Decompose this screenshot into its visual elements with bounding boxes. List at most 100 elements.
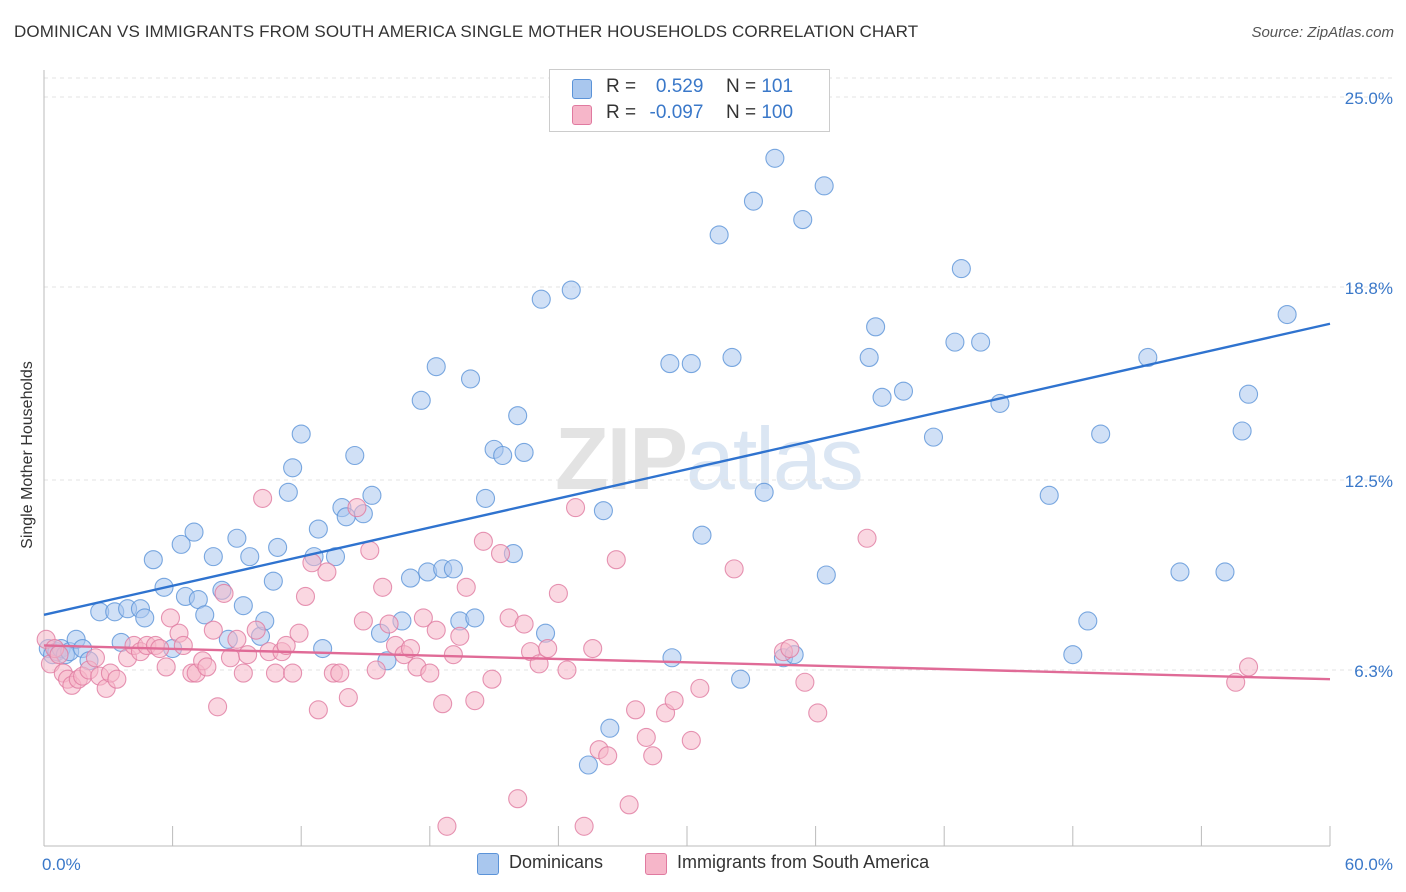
point-immigrants [85, 648, 105, 668]
point-immigrants [246, 620, 266, 640]
point-dominicans [493, 445, 513, 466]
point-dominicans [508, 406, 528, 426]
point-immigrants [465, 691, 485, 711]
point-dominicans [313, 639, 333, 659]
point-dominicans [263, 571, 283, 591]
legend-n-value: 100 [761, 102, 794, 123]
point-dominicans [283, 458, 303, 478]
point-dominicans [362, 485, 382, 505]
point-dominicans [866, 317, 886, 337]
bottom-legend-swatch [645, 853, 667, 875]
point-immigrants [173, 635, 193, 656]
point-dominicans [945, 332, 965, 352]
point-dominicans [195, 605, 215, 625]
point-immigrants [606, 550, 626, 570]
point-dominicans [135, 608, 155, 628]
point-immigrants [619, 795, 639, 815]
point-dominicans [278, 482, 298, 502]
point-dominicans [531, 289, 551, 309]
point-immigrants [795, 672, 815, 692]
point-immigrants [426, 620, 446, 640]
point-immigrants [557, 660, 577, 680]
trend-lines [43, 322, 1331, 681]
point-immigrants [203, 620, 223, 640]
point-dominicans [731, 669, 751, 689]
point-dominicans [561, 280, 581, 300]
x-tick-label: 60.0% [1345, 855, 1393, 874]
point-immigrants [565, 498, 586, 518]
point-dominicans [681, 354, 701, 374]
point-dominicans [291, 424, 311, 444]
point-dominicans [709, 225, 729, 245]
point-dominicans [743, 191, 763, 211]
point-dominicans [893, 381, 914, 401]
point-immigrants [379, 614, 399, 634]
point-dominicans [1039, 485, 1059, 505]
point-immigrants [437, 816, 457, 836]
x-tick-label: 0.0% [42, 855, 81, 874]
point-immigrants [681, 730, 701, 751]
point-dominicans [662, 648, 682, 668]
point-immigrants [330, 663, 350, 683]
point-dominicans [465, 608, 485, 628]
grid-lines [44, 77, 1394, 671]
y-tick-label: 6.3% [1354, 662, 1393, 681]
bottom-legend-swatch [477, 853, 499, 875]
point-dominicans [578, 755, 598, 775]
axes [43, 70, 1331, 847]
point-immigrants [317, 562, 337, 582]
legend-swatch-dominicans [572, 79, 592, 99]
point-immigrants [690, 678, 710, 698]
point-immigrants [508, 789, 528, 809]
tick-labels: 6.3% 12.5% 18.8% 25.0% 0.0% 60.0% [42, 89, 1393, 874]
point-dominicans [268, 537, 288, 557]
point-immigrants [347, 498, 367, 518]
point-dominicans [971, 332, 991, 352]
point-immigrants [413, 608, 433, 628]
point-immigrants [295, 586, 316, 607]
point-immigrants [808, 703, 828, 723]
point-immigrants [780, 639, 800, 659]
point-dominicans [308, 519, 328, 539]
point-dominicans [816, 565, 836, 585]
point-immigrants [490, 544, 511, 564]
point-immigrants [538, 639, 558, 659]
point-immigrants [233, 663, 253, 683]
legend-r-value: 0.529 [655, 76, 704, 97]
point-dominicans [660, 354, 680, 374]
point-immigrants [473, 531, 493, 551]
point-immigrants [214, 583, 234, 603]
point-immigrants [1239, 657, 1259, 677]
point-dominicans [143, 550, 163, 570]
point-dominicans [600, 718, 620, 738]
point-dominicans [475, 488, 496, 508]
point-immigrants [548, 583, 568, 603]
point-immigrants [373, 577, 393, 597]
y-tick-label: 25.0% [1345, 89, 1393, 108]
point-immigrants [583, 639, 603, 659]
point-immigrants [156, 657, 176, 677]
point-dominicans [426, 357, 446, 377]
point-dominicans [1078, 611, 1098, 631]
legend-swatch-immigrants [572, 105, 592, 125]
point-dominicans [345, 445, 365, 466]
point-immigrants [433, 694, 453, 714]
point-dominicans [227, 528, 247, 548]
point-immigrants [574, 816, 594, 836]
point-immigrants [482, 669, 502, 689]
watermark-zip: ZIP [555, 409, 688, 508]
point-immigrants [49, 645, 69, 665]
point-dominicans [184, 522, 204, 542]
point-dominicans [1063, 645, 1083, 665]
point-dominicans [411, 390, 431, 410]
point-immigrants [664, 691, 684, 711]
point-immigrants [443, 645, 463, 665]
point-dominicans [1138, 347, 1158, 368]
point-dominicans [514, 442, 534, 462]
bottom-legend-label: Dominicans [509, 852, 604, 872]
point-dominicans [814, 176, 834, 196]
point-immigrants [227, 629, 247, 649]
point-dominicans [692, 525, 712, 545]
y-tick-label: 18.8% [1345, 279, 1393, 298]
point-dominicans [765, 148, 785, 168]
